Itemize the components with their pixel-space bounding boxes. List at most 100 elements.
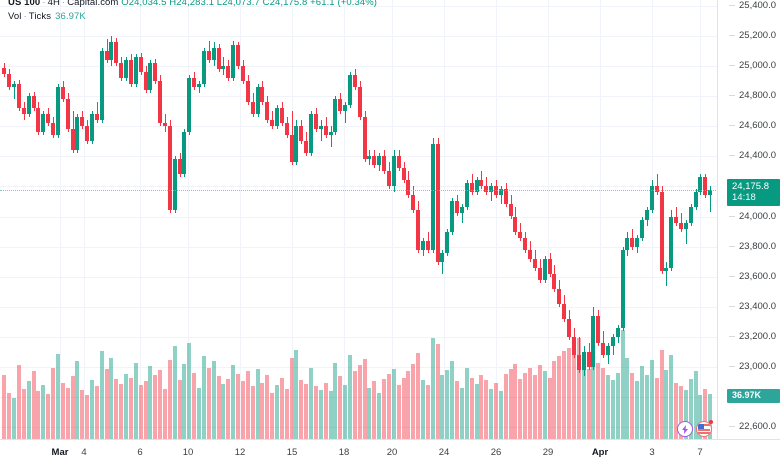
volume-bar (504, 373, 508, 440)
ohlc-close-value: 24,175.8 (269, 0, 308, 8)
volume-bar (329, 391, 333, 440)
volume-bar (207, 367, 211, 440)
candle-wick (710, 186, 711, 212)
volume-bar (343, 385, 347, 440)
tick-dash (729, 155, 736, 157)
us-flag-icon[interactable] (696, 421, 712, 437)
gridline (0, 156, 718, 158)
volume-bar (694, 371, 698, 440)
volume-bar (192, 372, 196, 440)
volume-bar (577, 337, 581, 440)
volume-bar (51, 367, 55, 440)
gridline-vertical (700, 0, 701, 440)
volume-bar (470, 377, 474, 440)
volume-badge[interactable]: 36.97K (727, 388, 780, 403)
tick-dash (729, 215, 736, 217)
candle-body (226, 66, 230, 79)
candle-body (669, 216, 673, 268)
candle-body (363, 117, 367, 160)
candle-body (71, 129, 75, 151)
volume-bar (299, 380, 303, 440)
candle-body (61, 87, 65, 100)
volume-bar (333, 362, 337, 440)
volume-bar (411, 363, 415, 440)
volume-bar (509, 368, 513, 440)
volume-bar (168, 360, 172, 440)
candle-body (202, 51, 206, 85)
volume-bar (684, 390, 688, 440)
volume-bar (489, 388, 493, 440)
candle-body (129, 60, 133, 85)
flag-stripe-bottom (698, 432, 710, 434)
price-scale[interactable]: 25,400.0 25,200.0 25,000.0 24,800.0 24,600.0… (717, 0, 780, 440)
gridline-vertical (188, 0, 189, 440)
tick-dash (729, 95, 736, 97)
volume-bar (158, 370, 162, 440)
candle-body (280, 108, 284, 124)
current-price-badge[interactable]: 24,175.8 14:18 (727, 179, 780, 207)
volume-bar (557, 356, 561, 440)
candle-body (436, 144, 440, 262)
candle-body (324, 126, 328, 136)
candle-body (168, 126, 172, 211)
candle-body (596, 315, 600, 343)
volume-bar (109, 357, 113, 440)
candle-body (36, 108, 40, 133)
lightning-icon[interactable] (677, 420, 713, 437)
price-tick: 25,400.0 (729, 1, 776, 11)
volume-bar (114, 378, 118, 440)
volume-bar (17, 365, 21, 440)
gridline-vertical (240, 0, 241, 440)
price-tick: 23,800.0 (729, 241, 776, 252)
ohlc-close-label: C (262, 0, 270, 8)
candle-body (572, 336, 576, 355)
candle-body (655, 186, 659, 193)
volume-bar (178, 380, 182, 440)
volume-title[interactable]: Vol (8, 11, 22, 22)
volume-bar (2, 375, 6, 440)
candle-wick (223, 57, 224, 76)
gridline (0, 6, 718, 7)
candle-body (221, 66, 225, 70)
gridline-vertical (344, 0, 345, 440)
plot-area[interactable] (0, 0, 718, 440)
candle-wick (199, 81, 200, 94)
candle-body (660, 192, 664, 271)
volume-bar (129, 377, 133, 440)
volume-bar (543, 371, 547, 440)
volume-bar (236, 373, 240, 440)
time-scale[interactable]: Mar 4 6 10 12 15 18 20 24 26 29 Apr 3 7 (0, 439, 780, 470)
volume-bar (367, 387, 371, 440)
candle-body (679, 222, 683, 229)
gridline-vertical (292, 0, 293, 440)
candle-body (509, 204, 513, 217)
volume-bar (552, 361, 556, 440)
candle-body (635, 237, 639, 247)
volume-bar (616, 372, 620, 440)
volume-bar (582, 353, 586, 440)
time-tick: 20 (386, 447, 398, 458)
price-tick: 23,600.0 (729, 271, 776, 282)
candle-body (304, 141, 308, 154)
volume-series (2, 330, 712, 440)
volume-bar (421, 380, 425, 440)
candle-body (163, 123, 167, 127)
candle-body (382, 156, 386, 172)
candle-body (153, 63, 157, 82)
volume-bar (562, 351, 566, 440)
candle-body (182, 132, 186, 175)
volume-bar (611, 380, 615, 440)
candle-body (406, 180, 410, 196)
time-tick: 12 (234, 447, 246, 458)
candle-wick (321, 120, 322, 142)
symbol-label[interactable]: US 100 (8, 0, 41, 8)
candle-body (270, 120, 274, 127)
candle-body (567, 318, 571, 337)
candle-body (372, 156, 376, 166)
candle-body (90, 114, 94, 142)
candle-body (548, 258, 552, 274)
tick-dash (729, 426, 736, 427)
candle-body (12, 84, 16, 88)
volume-bar (139, 385, 143, 440)
interval-label[interactable]: 4H (47, 0, 60, 8)
